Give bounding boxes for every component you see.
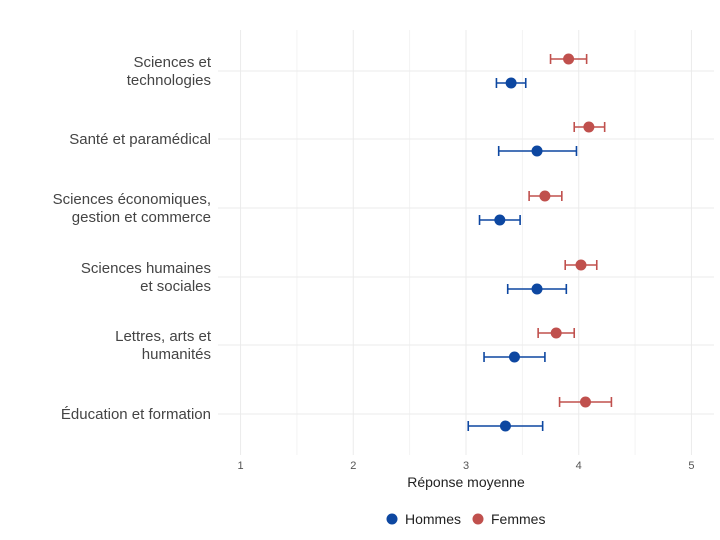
- point-hommes: [499, 420, 511, 432]
- grid: [218, 30, 714, 455]
- point-femmes: [583, 121, 595, 133]
- point-femmes: [579, 396, 591, 408]
- x-tick-labels: 1 2 3 4 5: [237, 460, 694, 472]
- x-tick-label: 2: [350, 460, 356, 472]
- point-femmes: [575, 259, 587, 271]
- point-hommes: [508, 351, 520, 363]
- point-hommes: [505, 77, 517, 89]
- category-label: Éducation et formation: [61, 406, 211, 423]
- legend: Hommes Femmes: [386, 511, 545, 527]
- x-axis-title: Réponse moyenne: [407, 474, 525, 490]
- category-label: Sciences humaines et sociales: [81, 260, 211, 295]
- x-tick-label: 5: [688, 460, 694, 472]
- category-label: Lettres, arts et humanités: [115, 328, 212, 363]
- x-tick-label: 1: [237, 460, 243, 472]
- x-tick-label: 3: [463, 460, 469, 472]
- point-femmes: [563, 53, 575, 65]
- legend-marker-hommes: [386, 513, 398, 525]
- point-hommes: [494, 214, 506, 226]
- legend-label-femmes: Femmes: [491, 511, 545, 527]
- category-labels: Sciences et technologies Santé et paramédi…: [53, 54, 212, 423]
- legend-marker-femmes: [472, 513, 484, 525]
- legend-label-hommes: Hommes: [405, 511, 461, 527]
- point-hommes: [531, 283, 543, 295]
- x-tick-label: 4: [576, 460, 582, 472]
- data-marks: [467, 53, 613, 432]
- point-hommes: [531, 145, 543, 157]
- point-femmes: [539, 190, 551, 202]
- category-label: Santé et paramédical: [69, 131, 211, 148]
- category-label: Sciences économiques, gestion et commerce: [53, 191, 211, 226]
- point-femmes: [550, 327, 562, 339]
- category-label: Sciences et technologies: [127, 54, 212, 89]
